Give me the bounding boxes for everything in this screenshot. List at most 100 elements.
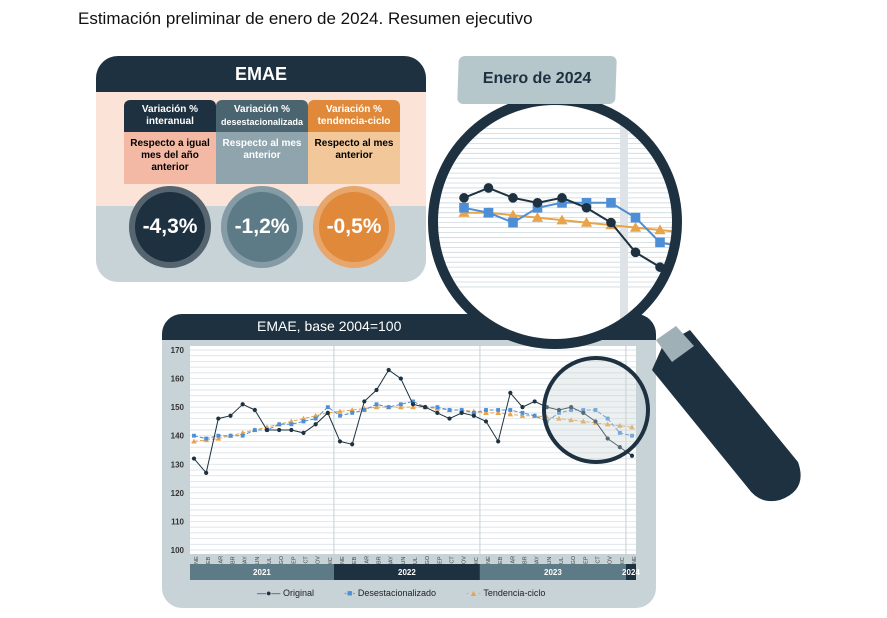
tag-line2: desestacionalizada [220, 117, 304, 127]
data-point [215, 435, 222, 441]
data-point [508, 390, 513, 395]
x-tick-label: MAY [389, 556, 395, 568]
data-point [338, 413, 342, 418]
data-point [411, 399, 415, 404]
data-point [288, 418, 295, 424]
data-point [556, 415, 562, 421]
data-point [362, 408, 367, 412]
data-point [301, 419, 306, 424]
data-point [483, 419, 489, 424]
legend-original: —●— Original [257, 588, 314, 598]
data-point [508, 408, 513, 412]
data-point [581, 408, 586, 412]
handle-collar [656, 326, 694, 362]
x-tick-label: OCT [596, 556, 602, 568]
lens-y-tick-label: 155 [686, 166, 711, 183]
data-point [569, 408, 574, 412]
lens-axis-band [683, 100, 743, 344]
zoom-label-tag: Enero de 2024 [457, 56, 617, 104]
year-band [479, 564, 626, 580]
data-point [630, 247, 641, 258]
data-point [423, 405, 428, 410]
x-tick-label: MAY [535, 556, 541, 568]
x-tick-label: ABR [231, 556, 237, 567]
year-label: 2021 [253, 568, 271, 577]
data-point [581, 410, 586, 415]
data-point [325, 405, 330, 410]
data-point [350, 410, 355, 415]
emae-line-chart: 100 110 120 130 140 150 160 170 ENE FEB MAR ABR MAY J… [171, 346, 640, 580]
small-lens [542, 356, 650, 464]
data-point [471, 413, 476, 418]
data-point [604, 421, 611, 427]
x-tick-label: FEB [206, 556, 212, 567]
tag-line2: tendencia-ciclo [317, 116, 391, 127]
data-point [289, 427, 294, 433]
data-point [605, 436, 610, 441]
x-tick-label: ABR [377, 556, 383, 567]
y-tick-label: 170 [171, 346, 185, 355]
tendencia-desc: Respecto al mes anterior [308, 132, 400, 184]
legend-desest: -■- Desestacionalizado [343, 588, 436, 598]
x-tick-label: JUL [413, 557, 419, 567]
zoom-label: Enero de 2024 [482, 70, 592, 87]
data-point [374, 402, 379, 407]
data-point [531, 212, 544, 222]
data-point [410, 404, 416, 410]
data-point [216, 416, 221, 421]
data-point [496, 408, 501, 412]
data-point [508, 217, 518, 228]
data-point [508, 193, 518, 203]
x-tick-label: NOV [316, 556, 322, 568]
x-tick-label: ENE [632, 556, 638, 568]
data-point [191, 456, 197, 461]
data-point [483, 207, 494, 218]
y-tick-label: 120 [171, 489, 185, 498]
x-tick-label: ABR [523, 556, 529, 567]
emae-chart-card: EMAE, base 2004=100 100 110 120 130 140 150 16… [162, 314, 656, 608]
y-tick-label: 150 [171, 403, 185, 412]
x-tick-label: NOV [462, 556, 468, 568]
legend-original-label: Original [282, 588, 314, 598]
x-tick-label: SEP [437, 556, 443, 567]
data-point [350, 442, 355, 447]
data-point [654, 224, 666, 235]
x-tick-label: AGO [279, 555, 285, 568]
data-point [300, 415, 307, 421]
data-point [386, 405, 391, 410]
x-tick-label: ENE [194, 556, 200, 568]
year-label: 2022 [398, 568, 416, 577]
data-point [557, 198, 567, 208]
data-point [325, 410, 330, 415]
data-point [264, 427, 270, 433]
x-tick-label: JUN [401, 557, 407, 568]
data-point [483, 183, 494, 193]
data-point [519, 412, 526, 418]
data-point [459, 202, 469, 213]
emae-title: EMAE [96, 56, 426, 92]
data-point [593, 419, 598, 424]
data-point [580, 418, 587, 424]
data-point [313, 416, 318, 421]
series-group [191, 367, 635, 475]
year-band [190, 564, 334, 580]
tendencia-tag: Variación % tendencia-ciclo [308, 100, 400, 132]
y-tick-label: 140 [171, 432, 185, 441]
tag-line1: Variación % [141, 104, 199, 115]
data-point [617, 445, 622, 450]
x-tick-label: FEB [352, 556, 358, 567]
tag-line1: Variación % [325, 104, 383, 115]
data-point [289, 422, 294, 427]
data-point [313, 422, 318, 427]
interanual-desc: Respecto a igual mes del año anterior [124, 132, 216, 184]
data-point [459, 193, 469, 203]
x-tick-label: DIC [474, 557, 480, 567]
x-tick-label: DIC [620, 557, 626, 567]
legend-tendencia-label: Tendencia-ciclo [483, 588, 546, 598]
data-point [629, 424, 635, 430]
chart-legend: —●— Original -■- Desestacionalizado -▲- … [257, 588, 545, 598]
data-point [410, 402, 416, 407]
data-point [606, 217, 616, 228]
x-tick-label: DIC [328, 557, 334, 567]
year-band [333, 564, 480, 580]
